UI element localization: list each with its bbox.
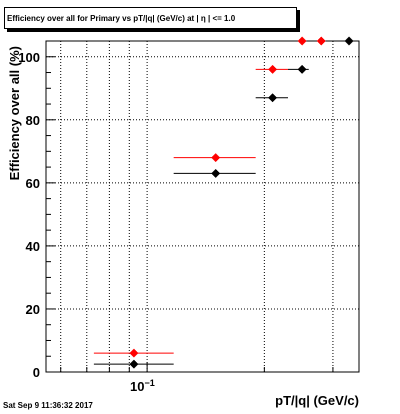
y-tick-label: 60 [26,176,40,191]
y-tick-labels: 0 20 40 60 80 100 [18,50,40,380]
x-tick-label: 10−1 [130,378,155,394]
data-point [297,36,307,46]
y-tick-label: 40 [26,239,40,254]
timestamp: Sat Sep 9 11:36:32 2017 [3,401,93,410]
data-point [211,153,221,163]
y-tick-label: 100 [18,50,40,65]
data-point [129,348,139,358]
data-point [297,64,307,74]
data-point [316,36,326,46]
data-point [129,359,139,369]
series-black [93,36,354,369]
data-point [344,36,354,46]
title-box-shadow [7,29,300,32]
canvas-title: Efficiency over all for Primary vs pT/|q… [4,7,297,29]
series-red [93,36,326,358]
y-tick-label: 80 [26,113,40,128]
data-points [93,36,354,369]
y-tick-label: 0 [33,365,40,380]
x-axis-title: pT/|q| (GeV/c) [275,393,359,408]
data-point [211,168,221,178]
data-point [268,93,278,103]
y-tick-label: 20 [26,302,40,317]
plot-grid [46,41,359,372]
y-axis-title: Efficiency over all (%) [7,46,22,180]
plot-frame [45,40,360,373]
data-point [268,64,278,74]
title-box-shadow-right [297,10,300,32]
axis-ticks [46,40,334,373]
